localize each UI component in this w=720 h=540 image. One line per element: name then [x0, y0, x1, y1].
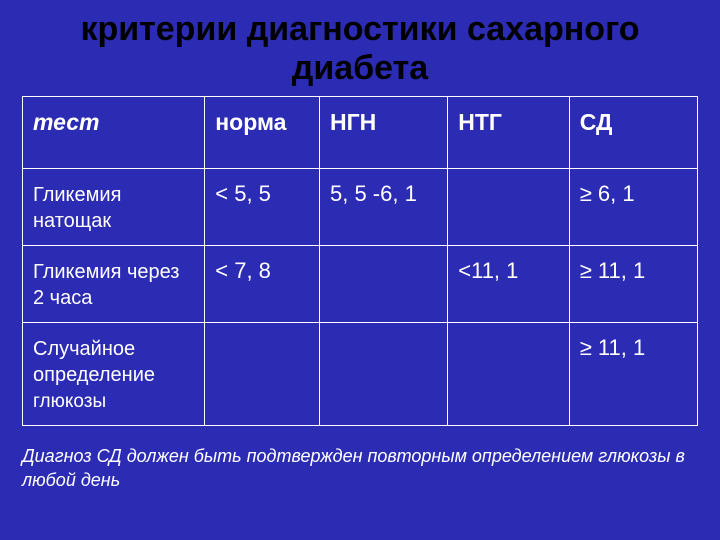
cell: [448, 323, 570, 426]
slide-title: критерии диагностики сахарного диабета: [22, 10, 698, 88]
row-label: Гликемия натощак: [23, 169, 205, 246]
cell: [448, 169, 570, 246]
row-label-text: Случайное определение: [33, 338, 155, 386]
table-row: Гликемия натощак < 5, 5 5, 5 -6, 1 ≥ 6, …: [23, 169, 698, 246]
criteria-table: тест норма НГН НТГ СД Гликемия натощак <…: [22, 96, 698, 426]
table-row: Гликемия через 2 часа < 7, 8 <11, 1 ≥ 11…: [23, 246, 698, 323]
cell: [320, 246, 448, 323]
cell: ≥ 11, 1: [569, 246, 697, 323]
cell: ≥ 6, 1: [569, 169, 697, 246]
row-sublabel-text: глюкозы: [33, 391, 106, 412]
row-label: Гликемия через 2 часа: [23, 246, 205, 323]
row-label-text: Гликемия натощак: [33, 184, 121, 232]
cell: < 7, 8: [205, 246, 320, 323]
cell: [205, 323, 320, 426]
cell: ≥ 11, 1: [569, 323, 697, 426]
footnote: Диагноз СД должен быть подтвержден повто…: [22, 444, 698, 493]
cell: 5, 5 -6, 1: [320, 169, 448, 246]
row-label: Случайное определение глюкозы: [23, 323, 205, 426]
col-header-test: тест: [23, 97, 205, 169]
cell: <11, 1: [448, 246, 570, 323]
col-header-norma: норма: [205, 97, 320, 169]
col-header-ngn: НГН: [320, 97, 448, 169]
cell: < 5, 5: [205, 169, 320, 246]
col-header-ntg: НТГ: [448, 97, 570, 169]
col-header-sd: СД: [569, 97, 697, 169]
row-label-text: Гликемия через 2 часа: [33, 261, 179, 309]
table-header-row: тест норма НГН НТГ СД: [23, 97, 698, 169]
table-row: Случайное определение глюкозы ≥ 11, 1: [23, 323, 698, 426]
cell: [320, 323, 448, 426]
